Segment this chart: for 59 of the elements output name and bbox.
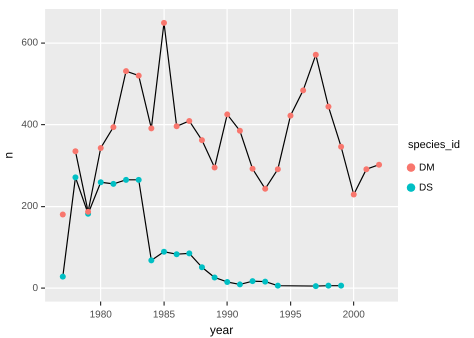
point xyxy=(236,128,243,134)
point xyxy=(148,257,154,264)
point xyxy=(110,180,116,187)
y-tick-label: 200 xyxy=(21,201,39,212)
legend-label: DM xyxy=(419,162,435,174)
point xyxy=(262,186,268,192)
point xyxy=(110,124,116,130)
point xyxy=(224,278,230,285)
point xyxy=(186,250,192,256)
point xyxy=(98,179,104,186)
x-tick-label: 1980 xyxy=(90,309,112,320)
point xyxy=(350,192,357,198)
point xyxy=(60,274,66,280)
point xyxy=(250,166,256,172)
point xyxy=(274,282,281,289)
point xyxy=(123,68,130,74)
point xyxy=(160,20,167,26)
point xyxy=(288,112,294,119)
point xyxy=(72,174,78,180)
y-axis-title: n xyxy=(2,152,16,159)
point xyxy=(236,281,243,288)
x-tick-label: 1995 xyxy=(279,309,302,320)
point xyxy=(212,274,218,280)
point xyxy=(148,125,154,132)
point xyxy=(325,104,332,110)
y-tick-label: 0 xyxy=(32,282,39,294)
point xyxy=(376,162,382,168)
point xyxy=(300,87,306,94)
point xyxy=(224,111,230,118)
point xyxy=(212,164,218,171)
point xyxy=(274,166,281,172)
point xyxy=(72,148,78,154)
point xyxy=(338,144,344,150)
y-tick-label: 600 xyxy=(21,38,39,49)
x-tick-label: 2000 xyxy=(342,309,366,320)
point xyxy=(312,52,319,58)
point xyxy=(60,212,66,218)
point xyxy=(186,118,192,124)
point xyxy=(198,137,205,144)
legend-label: DS xyxy=(419,182,434,194)
x-axis-title: year xyxy=(210,323,234,338)
point xyxy=(325,282,332,289)
point xyxy=(198,264,205,270)
point xyxy=(262,278,268,285)
x-tick-label: 1990 xyxy=(216,309,239,320)
point xyxy=(98,144,104,151)
point xyxy=(160,248,167,255)
point xyxy=(123,176,130,183)
point xyxy=(363,166,370,172)
point xyxy=(174,123,180,130)
point xyxy=(250,278,256,284)
y-tick-label: 400 xyxy=(21,119,39,130)
legend-title: species_id xyxy=(408,138,460,151)
point xyxy=(338,282,344,289)
point xyxy=(136,176,142,183)
x-tick-label: 1985 xyxy=(152,309,176,320)
point xyxy=(312,283,319,290)
point xyxy=(136,72,142,79)
point xyxy=(174,251,180,258)
